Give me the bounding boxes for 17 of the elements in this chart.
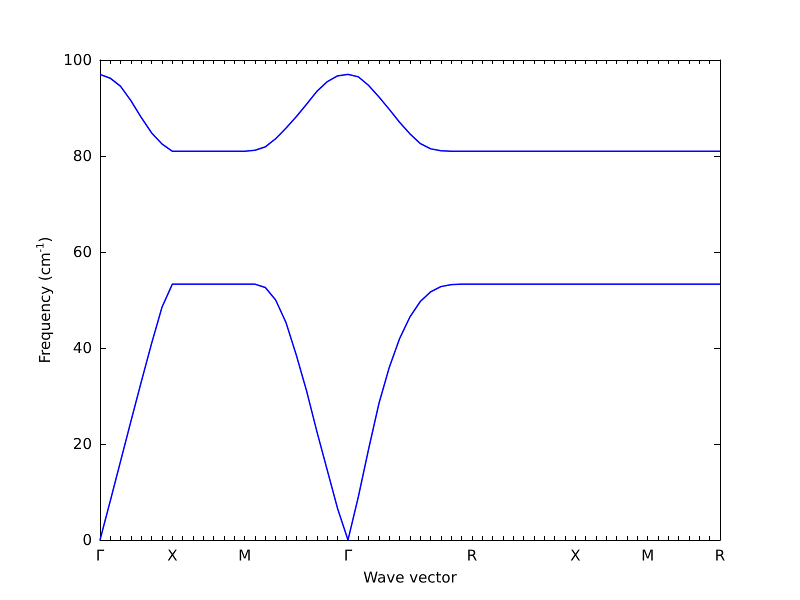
y-tick-label: 100 (63, 51, 92, 69)
x-tick-label: M (641, 546, 654, 564)
x-tick-label: Γ (96, 546, 105, 564)
x-tick-label: M (238, 546, 252, 564)
x-axis-title: Wave vector (363, 568, 458, 586)
y-tick-label: 60 (72, 243, 92, 261)
x-tick-label: R (466, 546, 478, 564)
line-series (99, 74, 721, 152)
x-tick-label: X (167, 546, 178, 564)
y-tick-label: 80 (72, 147, 92, 165)
x-tick-label: X (570, 546, 580, 564)
y-axis-title: Frequency (cm-1) (35, 236, 54, 364)
y-tick-label: 20 (72, 435, 92, 453)
y-tick-label: 0 (82, 531, 92, 549)
x-tick-label: R (714, 546, 726, 564)
x-tick-label: Γ (344, 546, 353, 564)
y-tick-label: 40 (72, 339, 92, 357)
